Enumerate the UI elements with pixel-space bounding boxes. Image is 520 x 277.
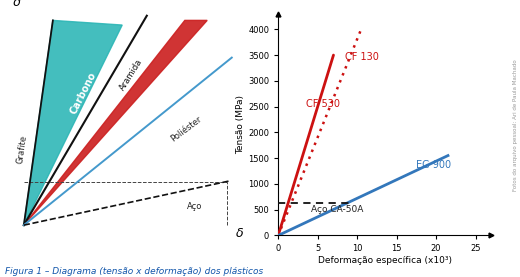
Y-axis label: Tensão (MPa): Tensão (MPa) — [236, 95, 245, 154]
Text: Figura 1 – Diagrama (tensão x deformação) dos plásticos: Figura 1 – Diagrama (tensão x deformação… — [5, 267, 264, 276]
X-axis label: Deformação específica (x10³): Deformação específica (x10³) — [318, 256, 452, 265]
Text: Aço CA-50A: Aço CA-50A — [311, 205, 363, 214]
Text: Carbono: Carbono — [69, 70, 98, 116]
Text: Fotos do arquivo pessoal: Ari de Paula Machado: Fotos do arquivo pessoal: Ari de Paula M… — [513, 59, 518, 191]
Text: Vidro: Vidro — [158, 70, 182, 97]
Text: δ: δ — [236, 227, 244, 240]
Text: CF 130: CF 130 — [345, 52, 379, 62]
Text: Grafite: Grafite — [15, 134, 28, 164]
Polygon shape — [24, 20, 207, 225]
Text: Aramida: Aramida — [118, 57, 144, 92]
Text: Aço: Aço — [187, 202, 202, 211]
Text: CF 530: CF 530 — [306, 99, 340, 109]
Polygon shape — [24, 20, 122, 225]
Text: Poliéster: Poliéster — [169, 114, 204, 143]
Text: σ: σ — [12, 0, 20, 9]
Text: EG 900: EG 900 — [417, 160, 451, 170]
